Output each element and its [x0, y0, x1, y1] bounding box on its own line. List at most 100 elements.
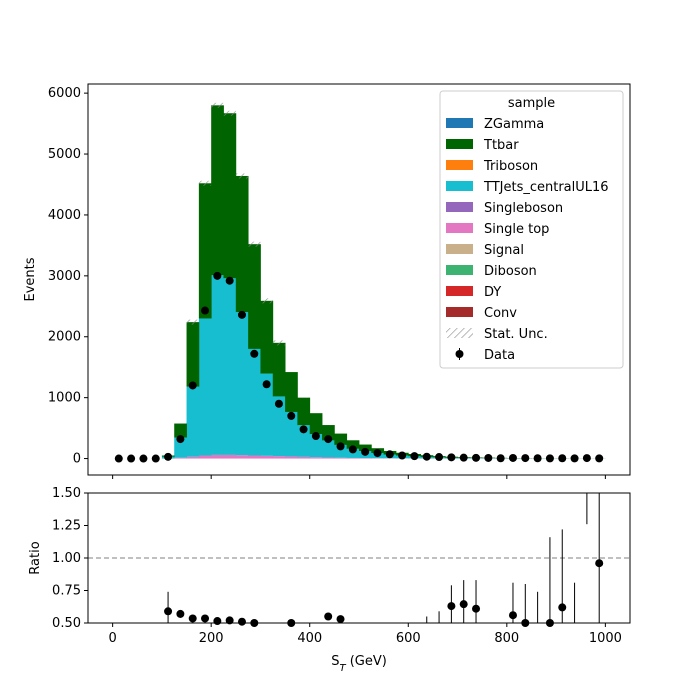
data-point — [262, 380, 271, 389]
ratio-point — [459, 600, 468, 609]
data-point — [410, 452, 419, 461]
stat-unc-band — [272, 340, 286, 346]
bar-ttjets-centralul16 — [223, 278, 237, 455]
bar-single-top — [260, 455, 274, 459]
bar-single-top — [186, 456, 200, 459]
bar-single-top — [198, 455, 212, 459]
data-point — [398, 451, 407, 460]
ratio-y-tick-label: 1.50 — [52, 486, 81, 501]
bar-ttbar — [309, 413, 323, 435]
ratio-plot: 0.50 0.75 1.00 1.25 1.50 0 200 400 600 800 1000 Rat… — [28, 486, 631, 674]
ratio-point — [225, 616, 234, 625]
y-tick-label: 3000 — [48, 269, 81, 284]
data-point — [558, 454, 567, 463]
data-point — [508, 453, 517, 462]
bar-single-top — [272, 456, 286, 459]
legend-swatch — [446, 244, 473, 254]
data-point — [472, 453, 481, 462]
legend-swatch — [446, 139, 473, 149]
data-point — [361, 447, 370, 456]
bar-ttbar — [359, 444, 372, 452]
data-point — [595, 454, 604, 463]
data-point — [447, 453, 456, 462]
data-point — [459, 453, 468, 462]
bar-ttjets-centralul16 — [211, 275, 224, 455]
ratio-x-tick-label: 400 — [297, 631, 322, 646]
bar-ttjets-centralul16 — [297, 425, 311, 457]
y-tick-label: 4000 — [48, 208, 81, 223]
legend-swatch — [446, 202, 473, 212]
bar-single-top — [309, 457, 323, 459]
data-point — [373, 449, 382, 458]
data-point — [533, 454, 542, 463]
legend-marker — [455, 350, 464, 358]
data-point — [299, 425, 308, 434]
data-point — [164, 452, 173, 461]
bar-ttjets-centralul16 — [322, 440, 335, 458]
bar-ttjets-centralul16 — [285, 411, 298, 457]
stat-unc-band — [198, 180, 212, 186]
ratio-point — [336, 615, 345, 624]
legend-label: Diboson — [484, 264, 537, 279]
bar-ttbar — [186, 322, 200, 387]
stat-unc-band — [248, 241, 261, 247]
bar-ttjets-centralul16 — [174, 437, 187, 458]
bar-ttbar — [235, 175, 249, 313]
bar-single-top — [235, 455, 249, 459]
ratio-point — [237, 617, 246, 626]
data-point — [201, 306, 210, 315]
legend-swatch — [446, 307, 473, 317]
legend-label: ZGamma — [484, 117, 544, 132]
bar-ttjets-centralul16 — [186, 386, 200, 457]
bar-single-top — [322, 457, 335, 459]
data-point — [176, 435, 185, 444]
bar-ttjets-centralul16 — [235, 312, 249, 456]
legend-label: Single top — [484, 222, 549, 237]
legend-label: Conv — [484, 306, 517, 321]
data-point — [188, 381, 197, 390]
bar-single-top — [334, 457, 348, 459]
y-tick-label: 1000 — [48, 391, 81, 406]
x-axis-label: ST (GeV) — [331, 654, 387, 674]
ratio-x-tick-label: 1000 — [589, 631, 622, 646]
legend-swatch — [446, 181, 473, 191]
ratio-point — [324, 612, 333, 621]
ratio-y-tick-label: 0.75 — [52, 584, 81, 599]
bar-single-top — [297, 456, 311, 459]
bar-single-top — [346, 457, 360, 459]
bar-ttbar — [260, 300, 274, 374]
legend-swatch — [446, 223, 473, 233]
y-tick-label: 0 — [73, 452, 81, 467]
bar-ttjets-centralul16 — [260, 373, 274, 456]
bar-ttbar — [211, 105, 224, 276]
data-point — [237, 310, 246, 319]
ratio-point — [595, 559, 604, 568]
ratio-point — [508, 611, 517, 620]
bar-ttbar — [334, 433, 348, 445]
ratio-point — [176, 609, 185, 618]
legend-label: Singleboson — [484, 201, 563, 216]
bar-ttbar — [297, 397, 311, 426]
legend-label: Ttbar — [483, 138, 519, 153]
stat-unc-band — [186, 319, 199, 325]
legend-label: TTJets_centralUL16 — [483, 180, 609, 195]
legend: sample ZGamma Ttbar Triboson TTJets_centralU… — [439, 90, 624, 369]
data-point — [225, 276, 234, 285]
legend-label: Data — [484, 348, 515, 363]
bar-single-top — [174, 457, 187, 459]
bar-single-top — [285, 456, 298, 459]
data-point — [545, 454, 554, 463]
legend-title: sample — [508, 96, 555, 111]
ratio-x-tick-label: 0 — [108, 631, 116, 646]
bar-ttjets-centralul16 — [309, 434, 323, 458]
bar-ttjets-centralul16 — [248, 348, 261, 456]
data-point — [582, 454, 591, 463]
stat-unc-band — [235, 173, 249, 179]
ratio-point — [188, 614, 197, 623]
ratio-point — [213, 617, 222, 626]
data-point — [336, 442, 345, 451]
bar-ttjets-centralul16 — [198, 318, 212, 456]
data-point — [151, 454, 160, 463]
data-point — [521, 454, 530, 463]
bar-single-top — [223, 454, 237, 459]
